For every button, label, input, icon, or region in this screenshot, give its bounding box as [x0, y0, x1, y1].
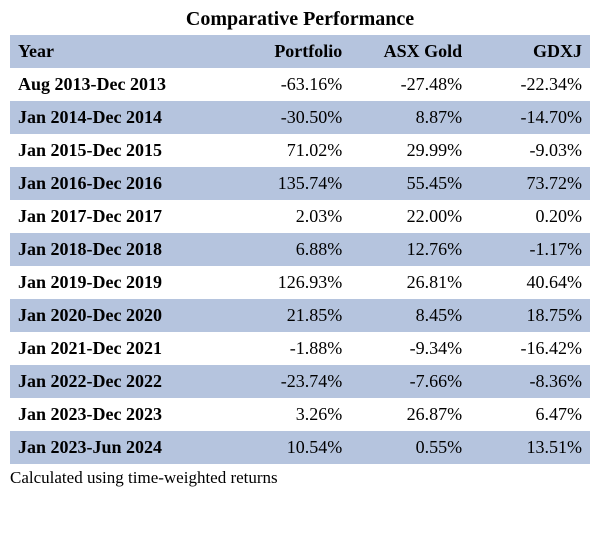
cell-portfolio: -63.16%: [230, 68, 350, 101]
table-row: Jan 2023-Jun 202410.54%0.55%13.51%: [10, 431, 590, 464]
cell-asx-gold: -7.66%: [350, 365, 470, 398]
cell-gdxj: -16.42%: [470, 332, 590, 365]
table-title: Comparative Performance: [10, 8, 590, 31]
cell-portfolio: -23.74%: [230, 365, 350, 398]
cell-portfolio: 3.26%: [230, 398, 350, 431]
cell-gdxj: 6.47%: [470, 398, 590, 431]
cell-portfolio: 10.54%: [230, 431, 350, 464]
table-row: Jan 2018-Dec 20186.88%12.76%-1.17%: [10, 233, 590, 266]
cell-asx-gold: 8.45%: [350, 299, 470, 332]
cell-asx-gold: 29.99%: [350, 134, 470, 167]
comparative-performance-table: Comparative Performance Year Portfolio A…: [0, 0, 600, 498]
table-row: Jan 2023-Dec 20233.26%26.87%6.47%: [10, 398, 590, 431]
col-header-portfolio: Portfolio: [230, 35, 350, 68]
cell-portfolio: 135.74%: [230, 167, 350, 200]
cell-gdxj: 73.72%: [470, 167, 590, 200]
col-header-asx-gold: ASX Gold: [350, 35, 470, 68]
cell-year: Jan 2023-Dec 2023: [10, 398, 230, 431]
cell-year: Jan 2020-Dec 2020: [10, 299, 230, 332]
performance-table: Year Portfolio ASX Gold GDXJ Aug 2013-De…: [10, 35, 590, 464]
cell-gdxj: -22.34%: [470, 68, 590, 101]
cell-gdxj: 18.75%: [470, 299, 590, 332]
cell-asx-gold: -9.34%: [350, 332, 470, 365]
cell-portfolio: -30.50%: [230, 101, 350, 134]
cell-portfolio: 71.02%: [230, 134, 350, 167]
cell-year: Jan 2016-Dec 2016: [10, 167, 230, 200]
cell-asx-gold: -27.48%: [350, 68, 470, 101]
cell-year: Jan 2022-Dec 2022: [10, 365, 230, 398]
cell-year: Jan 2014-Dec 2014: [10, 101, 230, 134]
table-row: Jan 2022-Dec 2022-23.74%-7.66%-8.36%: [10, 365, 590, 398]
cell-portfolio: -1.88%: [230, 332, 350, 365]
table-row: Jan 2017-Dec 20172.03%22.00%0.20%: [10, 200, 590, 233]
cell-portfolio: 6.88%: [230, 233, 350, 266]
cell-year: Jan 2019-Dec 2019: [10, 266, 230, 299]
cell-gdxj: -8.36%: [470, 365, 590, 398]
cell-gdxj: 40.64%: [470, 266, 590, 299]
cell-portfolio: 126.93%: [230, 266, 350, 299]
table-row: Jan 2019-Dec 2019126.93%26.81%40.64%: [10, 266, 590, 299]
cell-asx-gold: 8.87%: [350, 101, 470, 134]
table-row: Jan 2021-Dec 2021-1.88%-9.34%-16.42%: [10, 332, 590, 365]
cell-year: Jan 2018-Dec 2018: [10, 233, 230, 266]
cell-year: Jan 2021-Dec 2021: [10, 332, 230, 365]
table-row: Jan 2014-Dec 2014-30.50%8.87%-14.70%: [10, 101, 590, 134]
table-header-row: Year Portfolio ASX Gold GDXJ: [10, 35, 590, 68]
cell-asx-gold: 12.76%: [350, 233, 470, 266]
cell-gdxj: 13.51%: [470, 431, 590, 464]
table-row: Jan 2020-Dec 202021.85%8.45%18.75%: [10, 299, 590, 332]
cell-portfolio: 21.85%: [230, 299, 350, 332]
cell-asx-gold: 26.87%: [350, 398, 470, 431]
table-row: Jan 2015-Dec 201571.02%29.99%-9.03%: [10, 134, 590, 167]
table-row: Aug 2013-Dec 2013-63.16%-27.48%-22.34%: [10, 68, 590, 101]
col-header-gdxj: GDXJ: [470, 35, 590, 68]
cell-asx-gold: 22.00%: [350, 200, 470, 233]
cell-year: Aug 2013-Dec 2013: [10, 68, 230, 101]
cell-asx-gold: 26.81%: [350, 266, 470, 299]
col-header-year: Year: [10, 35, 230, 68]
cell-gdxj: -1.17%: [470, 233, 590, 266]
cell-asx-gold: 55.45%: [350, 167, 470, 200]
cell-gdxj: -14.70%: [470, 101, 590, 134]
table-footnote: Calculated using time-weighted returns: [10, 464, 590, 488]
cell-portfolio: 2.03%: [230, 200, 350, 233]
table-row: Jan 2016-Dec 2016135.74%55.45%73.72%: [10, 167, 590, 200]
cell-year: Jan 2017-Dec 2017: [10, 200, 230, 233]
cell-gdxj: 0.20%: [470, 200, 590, 233]
cell-asx-gold: 0.55%: [350, 431, 470, 464]
cell-year: Jan 2015-Dec 2015: [10, 134, 230, 167]
cell-year: Jan 2023-Jun 2024: [10, 431, 230, 464]
cell-gdxj: -9.03%: [470, 134, 590, 167]
